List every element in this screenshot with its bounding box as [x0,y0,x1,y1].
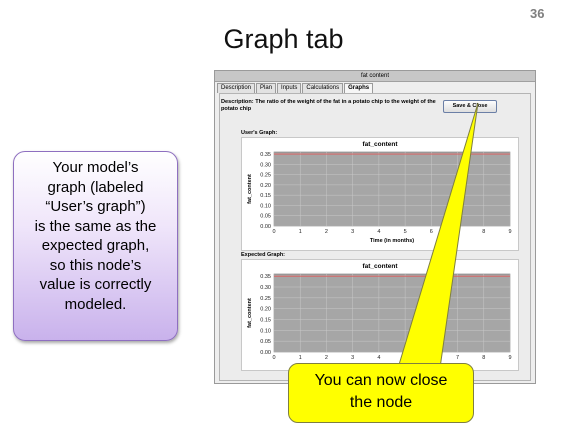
callout-line: value is correctly [39,276,152,293]
slide-title: Graph tab [223,24,344,54]
y-tick-label: 0.35 [260,274,271,280]
callout-line: modeled. [64,295,127,313]
callout-line: is the same as the [34,217,157,235]
x-tick-label: 4 [377,355,380,361]
x-tick-label: 6 [430,355,433,361]
close-node-callout: You can now close the node [288,363,474,423]
y-axis-label: fat_content [247,298,253,328]
x-tick-label: 0 [272,229,275,235]
x-tick-label: 1 [299,355,302,361]
y-tick-label: 0.10 [260,328,271,334]
y-tick-label: 0.05 [260,339,271,345]
y-tick-label: 0.35 [260,152,271,158]
users-graph-label: User's Graph: [241,130,278,136]
x-tick-label: 5 [404,355,407,361]
plot-area [273,151,511,227]
expected-graph-label: Expected Graph: [241,252,286,258]
callout-line: the node [349,394,413,411]
x-tick-label: 7 [456,355,459,361]
y-axis-label: fat_content [247,174,253,204]
x-tick-label: 2 [325,355,328,361]
y-tick-label: 0.00 [260,350,271,356]
x-tick-label: 8 [482,355,485,361]
chart-title: fat_content [362,141,398,148]
y-tick-label: 0.30 [260,162,271,168]
y-tick-label: 0.20 [260,307,271,313]
tab-graphs[interactable]: Graphs [344,83,374,93]
x-axis-label: Time (in months) [370,238,414,244]
window-title: fat content [215,71,535,82]
slide-number: 36 [530,6,545,21]
x-tick-label: 5 [404,229,407,235]
x-tick-label: 9 [508,355,511,361]
y-tick-label: 0.25 [260,296,271,302]
y-tick-label: 0.20 [260,183,271,189]
callout-line: “User’s graph”) [45,198,146,215]
x-tick-label: 9 [508,229,511,235]
users-graph-chart: fat_content 0.00 0.05 0.10 0.15 0.20 0.25 0.30 0… [247,141,512,244]
x-tick-label: 4 [377,229,380,235]
save-close-button[interactable]: Save & Close [443,100,497,113]
x-tick-label: 8 [482,229,485,235]
tab-inputs[interactable]: Inputs [277,83,302,93]
callout-line: You can now close [314,372,448,389]
x-tick-label: 2 [325,229,328,235]
explanation-callout: Your model’s graph (labeled “User’s grap… [13,151,178,341]
y-tick-label: 0.00 [260,224,271,230]
users-graph: fat_content 0.00 0.05 0.10 0.15 0.20 0.25 0.30 0… [241,137,519,251]
callout-line: expected graph, [41,237,150,254]
plot-area [273,273,511,353]
y-tick-label: 0.05 [260,214,271,220]
y-tick-label: 0.30 [260,285,271,291]
expected-graph-chart: fat_content 0.00 0.05 0.10 0.15 0.20 0.25 0.30 0… [247,263,512,361]
x-tick-label: 1 [299,229,302,235]
expected-graph: fat_content 0.00 0.05 0.10 0.15 0.20 0.25 0.30 0… [241,259,519,371]
node-description: Description: The ratio of the weight of … [221,99,436,112]
tab-bar: Description Plan Inputs Calculations Gra… [217,83,374,93]
x-tick-label: 3 [351,355,354,361]
y-tick-label: 0.15 [260,318,271,324]
x-tick-label: 6 [430,229,433,235]
x-tick-label: 3 [351,229,354,235]
chart-title: fat_content [362,263,398,270]
node-window: fat content Description Plan Inputs Calc… [214,70,536,384]
y-tick-label: 0.10 [260,203,271,209]
x-tick-label: 0 [272,355,275,361]
tab-description[interactable]: Description [217,83,256,93]
callout-line: Your model’s [52,159,139,176]
y-tick-label: 0.15 [260,193,271,199]
callout-line: so this node’s [49,256,142,274]
tab-plan[interactable]: Plan [256,83,277,93]
tab-calculations[interactable]: Calculations [302,83,344,93]
x-tick-label: 7 [456,229,459,235]
y-tick-label: 0.25 [260,173,271,179]
callout-line: graph (labeled [47,178,144,196]
